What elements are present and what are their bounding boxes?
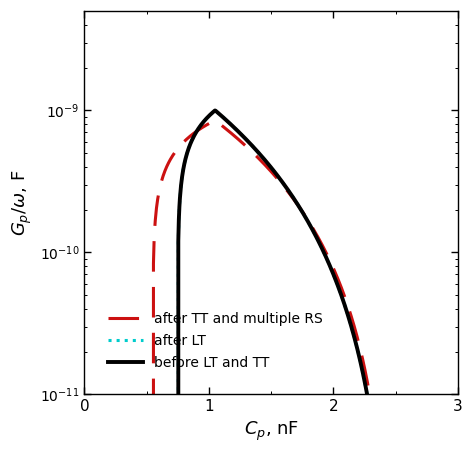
after LT: [321, 250, 327, 256]
before LT and TT: [312, 232, 318, 238]
after LT: [334, 280, 339, 286]
Y-axis label: $G_{p}/\omega$, F: $G_{p}/\omega$, F: [11, 169, 34, 236]
after TT and multiple RS: [243, 143, 248, 148]
Line: before LT and TT: before LT and TT: [178, 110, 396, 454]
after TT and multiple RS: [300, 209, 305, 214]
before LT and TT: [334, 280, 339, 286]
after LT: [256, 151, 262, 156]
after TT and multiple RS: [212, 118, 218, 123]
Line: after LT: after LT: [178, 43, 417, 454]
before LT and TT: [333, 277, 338, 283]
Line: after TT and multiple RS: after TT and multiple RS: [153, 120, 396, 454]
after TT and multiple RS: [155, 193, 161, 198]
Legend: after TT and multiple RS, after LT, before LT and TT: after TT and multiple RS, after LT, befo…: [102, 306, 328, 376]
before LT and TT: [246, 140, 252, 145]
after LT: [414, 40, 420, 45]
after LT: [285, 188, 291, 193]
after LT: [367, 408, 373, 414]
before LT and TT: [212, 108, 218, 113]
before LT and TT: [262, 157, 267, 163]
after TT and multiple RS: [374, 442, 380, 448]
before LT and TT: [201, 118, 207, 124]
X-axis label: $C_{p}$, nF: $C_{p}$, nF: [244, 419, 299, 443]
